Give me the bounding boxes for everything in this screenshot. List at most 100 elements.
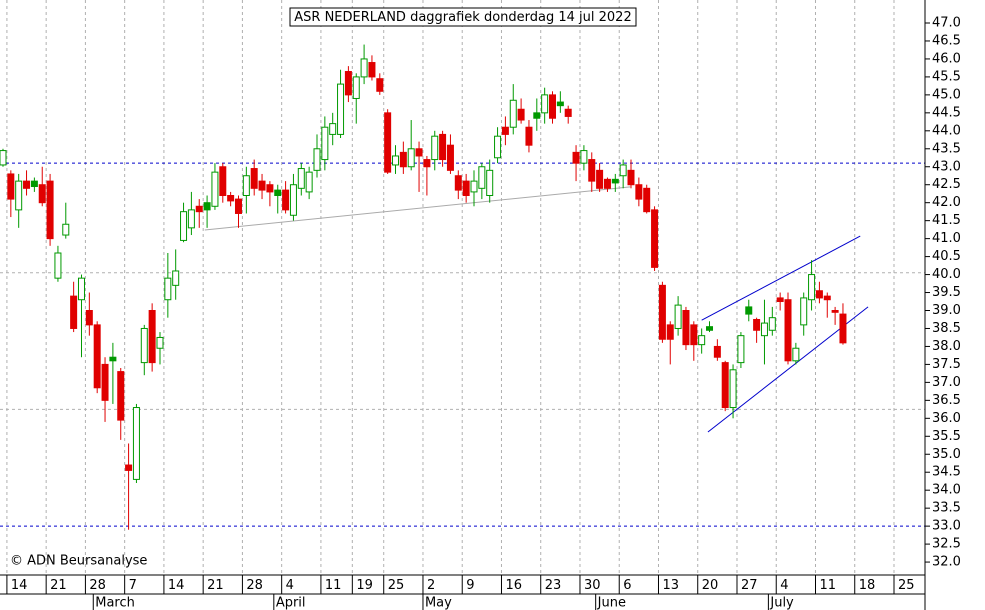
candle <box>282 181 290 214</box>
candle-body <box>823 295 831 301</box>
x-tick-label: 30 <box>584 578 601 593</box>
candle-body <box>525 126 533 146</box>
y-tick-label: 39.5 <box>932 285 961 300</box>
candle <box>203 195 211 228</box>
candle-body <box>533 112 541 119</box>
candle <box>831 306 839 325</box>
candle <box>70 281 78 333</box>
candle <box>399 141 407 174</box>
candle <box>195 199 203 228</box>
candle <box>462 173 470 203</box>
candle-body <box>125 464 133 471</box>
candle <box>227 191 235 207</box>
candle-body <box>211 171 219 207</box>
candle <box>549 91 557 124</box>
candle-body <box>368 62 376 78</box>
candle-body <box>156 336 164 349</box>
candle <box>823 292 831 318</box>
candle-body <box>588 159 596 182</box>
candle <box>431 130 439 171</box>
candle <box>839 303 847 345</box>
candle <box>486 159 494 203</box>
candle <box>30 177 38 192</box>
candle-body <box>384 112 392 173</box>
candle <box>274 184 282 214</box>
candle-body <box>282 189 290 211</box>
candle-body <box>415 148 423 157</box>
candle-body <box>258 180 266 191</box>
candle-body <box>651 209 659 268</box>
candle <box>423 155 431 196</box>
candle-body <box>274 189 282 196</box>
candle-body <box>289 184 297 216</box>
candle <box>619 159 627 189</box>
y-tick-label: 35.0 <box>932 447 961 462</box>
x-tick-label: 7 <box>129 578 137 593</box>
month-label: April <box>276 596 306 610</box>
candle-body <box>109 356 117 362</box>
candle <box>525 120 533 153</box>
candle-body <box>580 150 588 164</box>
candle-body <box>30 180 38 188</box>
x-tick-label: 16 <box>505 578 522 593</box>
candle <box>407 120 415 171</box>
y-tick-label: 32.0 <box>932 555 961 570</box>
candle-body <box>494 135 502 159</box>
candle <box>651 206 659 271</box>
candle-body <box>596 169 604 189</box>
x-tick-label: 4 <box>780 578 788 593</box>
month-label: March <box>95 596 135 610</box>
y-tick-label: 33.5 <box>932 501 961 516</box>
candle-body <box>360 58 368 78</box>
candle <box>337 69 345 138</box>
x-tick-label: 11 <box>819 578 836 593</box>
candle <box>517 98 525 124</box>
candle-body <box>470 180 478 193</box>
y-tick-label: 32.5 <box>932 537 961 552</box>
candle <box>219 163 227 203</box>
candle-body <box>831 310 839 313</box>
x-tick-label: 13 <box>662 578 679 593</box>
x-tick-label: 21 <box>50 578 67 593</box>
candle-body <box>839 313 847 344</box>
x-tick-label: 21 <box>207 578 224 593</box>
y-tick-label: 43.5 <box>932 141 961 156</box>
candle <box>352 73 360 124</box>
candle-body <box>187 209 195 229</box>
candle <box>360 44 368 85</box>
candle-body <box>627 169 635 186</box>
candle <box>321 116 329 171</box>
candle <box>682 306 690 351</box>
candle <box>77 274 85 358</box>
candle-body <box>643 187 651 213</box>
candle-body <box>337 83 345 135</box>
candle <box>556 91 564 113</box>
candle <box>101 357 109 422</box>
candle <box>588 152 596 192</box>
candle <box>62 202 70 239</box>
y-tick-label: 37.5 <box>932 357 961 372</box>
y-tick-label: 38.5 <box>932 321 961 336</box>
candle <box>690 321 698 361</box>
candle-body <box>635 184 643 200</box>
candle <box>384 109 392 174</box>
candle <box>329 112 337 146</box>
candle-body <box>23 180 31 189</box>
y-tick-label: 42.5 <box>932 177 961 192</box>
candle-body <box>446 144 454 171</box>
candle-body <box>117 371 125 421</box>
candle <box>454 170 462 200</box>
candle-body <box>501 126 509 135</box>
candle-body <box>619 164 627 177</box>
candle-body <box>753 318 761 331</box>
y-tick-label: 36.0 <box>932 411 961 426</box>
candle-body <box>517 108 525 121</box>
candle <box>391 145 399 174</box>
candle-body <box>800 297 808 326</box>
candle-body <box>172 270 180 286</box>
candle-body <box>132 407 140 480</box>
y-tick-label: 46.0 <box>932 51 961 66</box>
candle-body <box>808 274 816 301</box>
candle <box>470 170 478 207</box>
